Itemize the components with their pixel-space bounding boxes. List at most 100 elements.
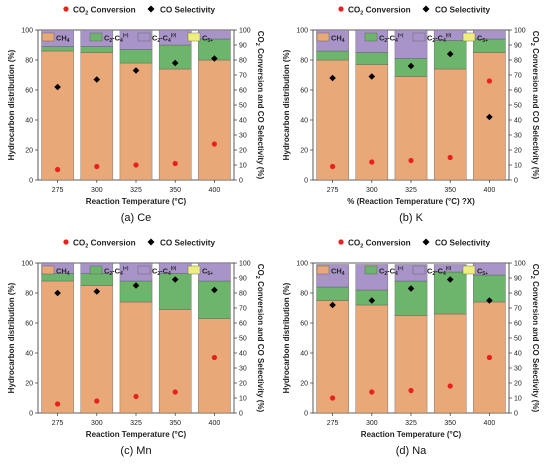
- legend-sub: 2: [432, 271, 435, 277]
- legend-swatch-c5p: [187, 265, 201, 275]
- legend-swatch-ch4: [41, 265, 55, 275]
- legend-text: C: [152, 33, 158, 42]
- bar-segment-c2c4_eq: [316, 286, 349, 301]
- point-conversion: [486, 354, 492, 361]
- point-selectivity: [211, 55, 218, 62]
- point-conversion: [94, 163, 100, 170]
- right-tick-label: 60: [239, 88, 247, 95]
- bar-segment-ch4: [394, 315, 428, 414]
- right-tick-label: 90: [239, 276, 247, 283]
- legend-mid: -C: [435, 266, 443, 275]
- left-tick-label: 20: [25, 381, 33, 388]
- legend-sub2: 4: [443, 38, 446, 44]
- legend-sub: 2: [432, 38, 435, 44]
- legend-label-c2c4_ol: C2-C4(0): [427, 33, 452, 45]
- legend-swatch-c2c4_eq: [364, 265, 378, 275]
- top-legend: CO2 Conversion CO Selectivity: [63, 5, 216, 17]
- legend-label-c2c4_ol: C2-C4(0): [152, 33, 177, 45]
- right-tick-label: 20: [239, 381, 247, 388]
- legend-swatch-c2c4_eq: [364, 32, 378, 42]
- bar-segment-ch4: [80, 285, 114, 414]
- right-tick-label: 0: [239, 178, 243, 185]
- legend-swatch-c2c4_eq: [89, 265, 103, 275]
- left-y-axis-label: Hydrocarbon distribution (%): [282, 49, 291, 160]
- left-tick-label: 0: [304, 411, 308, 418]
- legend-text: CH: [56, 33, 67, 42]
- legend-text: CH: [331, 33, 342, 42]
- x-tick-label: 300: [91, 187, 103, 194]
- x-tick-label: 350: [169, 420, 181, 427]
- point-conversion: [486, 78, 492, 84]
- conversion-legend-rest: Conversion: [88, 239, 135, 248]
- bar-segment-ch4: [433, 313, 467, 414]
- panel-caption-name: Mn: [136, 445, 151, 457]
- legend-mid: -C: [435, 33, 443, 42]
- legend-sub: 2: [109, 271, 112, 277]
- x-axis-label: Reaction Temperature (°C): [86, 197, 187, 206]
- point-selectivity: [329, 301, 336, 309]
- right-y-axis-label: CO2 Conversion and CO Selectivity (%): [254, 264, 265, 413]
- bar-segment-ch4: [198, 59, 231, 181]
- right-tick-label: 10: [514, 163, 522, 170]
- right-tick-label: 80: [514, 58, 522, 65]
- right-tick-label: 100: [239, 261, 251, 268]
- right-tick-label: 20: [514, 148, 522, 155]
- top-legend: CO2 Conversion CO Selectivity: [63, 238, 216, 250]
- selectivity-legend-marker: [422, 5, 430, 13]
- right-tick-label: 30: [514, 133, 522, 140]
- x-tick-label: 400: [209, 187, 221, 194]
- legend-label-c2c4_eq: C2-C4(=): [379, 33, 404, 45]
- left-y-axis-label: Hydrocarbon distribution (%): [7, 282, 16, 393]
- point-selectivity: [132, 282, 140, 289]
- left-tick-label: 80: [300, 291, 308, 298]
- right-tick-label: 90: [514, 43, 522, 50]
- selectivity-legend-label: CO Selectivity: [160, 6, 216, 15]
- legend-mid: -C: [387, 266, 395, 275]
- x-axis-label: Reaction Temperature (°C): [361, 430, 462, 439]
- left-tick-label: 0: [29, 178, 33, 185]
- point-selectivity: [211, 286, 218, 294]
- right-tick-label: 0: [239, 411, 243, 418]
- legend-text: C: [477, 266, 483, 275]
- conversion-legend-marker: [63, 6, 69, 12]
- panel-caption: (d) Na: [396, 445, 427, 457]
- left-tick-label: 100: [296, 28, 308, 35]
- point-selectivity: [407, 62, 415, 70]
- selectivity-legend-label: CO Selectivity: [435, 239, 491, 248]
- x-tick-label: 275: [327, 420, 339, 427]
- legend-text: C: [202, 266, 208, 275]
- panel-caption: (c) Mn: [120, 445, 151, 457]
- legend-label-c5p: C5+: [477, 266, 488, 277]
- panel-caption: (a) Ce: [121, 212, 152, 224]
- point-selectivity: [93, 76, 101, 83]
- right-tick-label: 50: [239, 336, 247, 343]
- right-tick-label: 40: [239, 118, 247, 125]
- panel-caption: (b) K: [399, 212, 424, 224]
- legend-text: C: [202, 33, 208, 42]
- legend-label-c2c4_eq: C2-C4(=): [104, 33, 129, 45]
- x-tick-label: 275: [327, 187, 339, 194]
- bar-segment-c2c4_eq: [355, 52, 389, 65]
- point-conversion: [211, 141, 217, 147]
- bar-segment-ch4: [355, 304, 389, 414]
- x-tick-label: 275: [52, 187, 64, 194]
- point-selectivity: [407, 285, 415, 292]
- right-tick-label: 30: [514, 366, 522, 373]
- x-tick-label: 400: [484, 187, 496, 194]
- right-y-axis-label: CO2 Conversion and CO Selectivity (%): [529, 264, 540, 413]
- legend-swatch-ch4: [41, 32, 55, 42]
- right-label-rest: Conversion and CO Selectivity (%): [256, 46, 265, 180]
- right-y-axis-label: CO2 Conversion and CO Selectivity (%): [254, 31, 265, 180]
- left-tick-label: 40: [300, 351, 308, 358]
- legend-label-c5p: C5+: [202, 33, 213, 44]
- right-tick-label: 40: [514, 351, 522, 358]
- left-tick-label: 20: [300, 381, 308, 388]
- point-conversion: [94, 398, 100, 404]
- x-tick-label: 325: [405, 420, 417, 427]
- right-tick-label: 80: [239, 58, 247, 65]
- legend-swatch-c2c4_ol: [412, 32, 426, 42]
- conversion-legend-text: CO: [73, 239, 86, 248]
- bar-segment-ch4: [41, 50, 74, 181]
- left-y-axis-label: Hydrocarbon distribution (%): [282, 282, 291, 393]
- left-tick-label: 80: [25, 58, 33, 65]
